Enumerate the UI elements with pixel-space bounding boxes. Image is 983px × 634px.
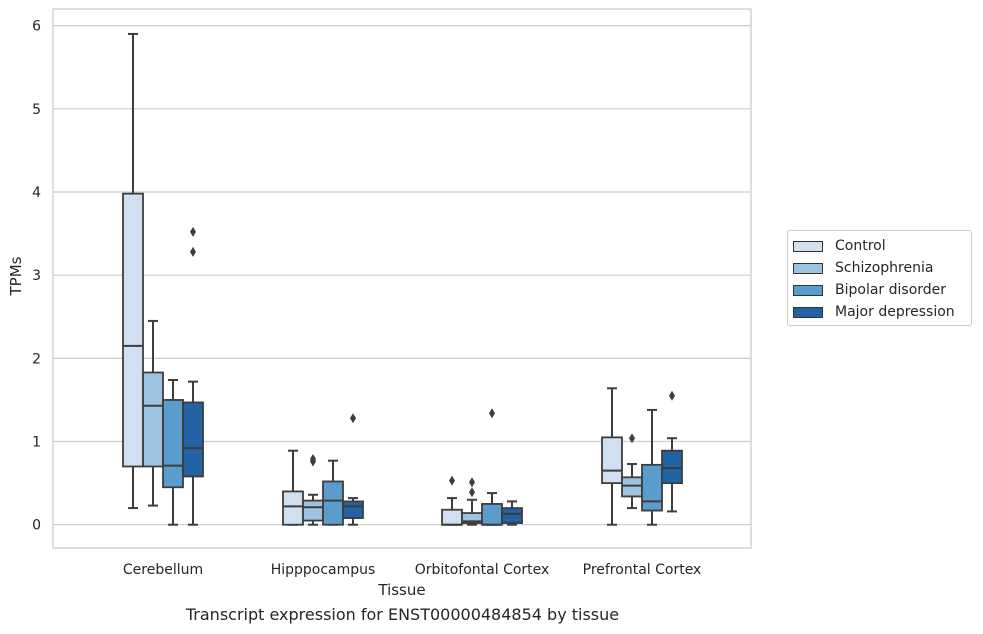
box-rect (122, 192, 144, 468)
box-major-depression-2 (501, 500, 523, 526)
x-tick-labels: Cerebellum Hipppocampus Orbitofontal Corte… (123, 562, 701, 578)
outlier-point (469, 487, 475, 498)
box-rect (182, 401, 204, 478)
box-schizophrenia-1 (302, 453, 324, 526)
legend-label-major-depression: Major depression (835, 304, 955, 320)
x-axis-label: Tissue (377, 581, 425, 599)
figure-caption: Transcript expression for ENST0000048485… (185, 605, 620, 624)
box-rect (162, 399, 184, 489)
box-rect (621, 476, 643, 498)
y-tick-label: 4 (32, 185, 41, 201)
box-control-0 (122, 32, 144, 510)
outlier-point (489, 408, 495, 419)
legend-item-schizophrenia: Schizophrenia (793, 258, 933, 278)
box-major-depression-1 (342, 413, 364, 526)
box-bipolar-disorder-2 (481, 408, 503, 526)
box-control-3 (601, 387, 623, 526)
outlier-point (449, 475, 455, 486)
box-rect (342, 500, 364, 519)
box-groups (122, 32, 683, 526)
legend-item-control: Control (793, 236, 886, 256)
box-rect (481, 503, 503, 526)
box-schizophrenia-2 (461, 477, 483, 526)
legend-item-bipolar-disorder: Bipolar disorder (793, 280, 946, 300)
legend-swatch-bipolar-disorder (793, 284, 823, 296)
outlier-point (350, 413, 356, 424)
outlier-point (310, 453, 316, 464)
box-rect (441, 508, 463, 526)
box-rect (601, 436, 623, 485)
outlier-point (669, 390, 675, 401)
y-tick-label: 0 (32, 518, 41, 534)
outlier-point (190, 226, 196, 237)
x-tick-label: Prefrontal Cortex (583, 562, 702, 578)
box-rect (322, 480, 344, 526)
box-rect (501, 507, 523, 524)
box-control-2 (441, 475, 463, 526)
box-rect (302, 499, 324, 522)
legend-swatch-major-depression (793, 306, 823, 318)
outlier-point (629, 433, 635, 444)
y-tick-labels: 0 1 2 3 4 5 6 (32, 19, 41, 534)
box-bipolar-disorder-0 (162, 378, 184, 526)
outlier-point (190, 246, 196, 257)
legend-item-major-depression: Major depression (793, 302, 955, 322)
box-rect (282, 490, 304, 526)
legend-label-control: Control (835, 238, 886, 254)
y-tick-label: 2 (32, 351, 41, 367)
outlier-point (469, 477, 475, 488)
legend-label-schizophrenia: Schizophrenia (835, 260, 934, 276)
y-axis-label: TPMs (7, 256, 25, 296)
box-rect (142, 371, 164, 468)
box-major-depression-0 (182, 226, 204, 526)
y-tick-label: 6 (32, 19, 41, 35)
y-tick-label: 1 (32, 435, 41, 451)
legend-label-bipolar-disorder: Bipolar disorder (835, 282, 947, 298)
y-tick-label: 3 (32, 268, 41, 284)
legend-swatch-schizophrenia (793, 262, 823, 274)
box-rect (661, 449, 683, 485)
box-bipolar-disorder-3 (641, 408, 663, 526)
x-tick-label: Orbitofontal Cortex (415, 562, 550, 578)
legend: Control Schizophrenia Bipolar disorder M… (787, 230, 972, 326)
box-rect (641, 463, 663, 512)
y-tick-label: 5 (32, 102, 41, 118)
legend-swatch-control (793, 240, 823, 252)
box-major-depression-3 (661, 390, 683, 513)
x-tick-label: Hipppocampus (271, 562, 376, 578)
x-tick-label: Cerebellum (123, 562, 203, 578)
